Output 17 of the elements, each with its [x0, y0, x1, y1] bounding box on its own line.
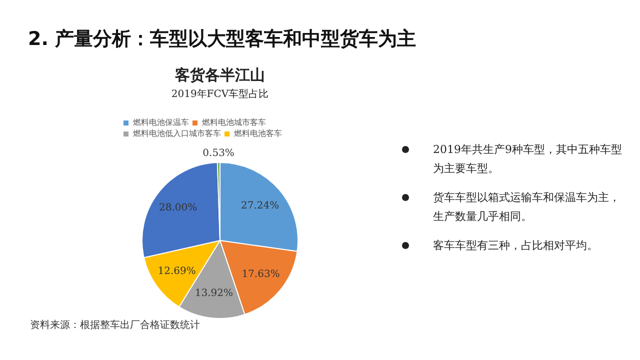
data-label: 13.92% [194, 288, 233, 299]
legend-label: 燃料电池保温车 [133, 118, 189, 128]
chart-title: 2. 产量分析：车型以大型客车和中型货车为主 [28, 27, 416, 52]
data-label: 28.00% [158, 202, 198, 214]
data-label: 27.24% [240, 200, 280, 212]
legend-label: 燃料电池客车 [234, 129, 282, 138]
text: 2019年共生产9种车型，其中五种车型为主要车型。 [432, 142, 623, 177]
chart-subtitle: 客货各半江山 [174, 66, 266, 85]
data-label: 12.69% [158, 266, 196, 277]
text: 客车车型有三种，占比相对平均。 [432, 238, 599, 254]
legend-label: 燃料电池低入口城市客车 [133, 129, 221, 138]
data-label: 0.53% [202, 148, 234, 160]
text: 2019年FCV车型占比 [170, 88, 270, 101]
text: 资料来源：根据整车出厂合格证数统计 [30, 318, 200, 332]
legend-label: 燃料电池城市客车 [202, 118, 266, 128]
text: 货车车型以箱式运输车和保温车为主，生产数量几乎相同。 [432, 190, 621, 225]
data-label: 17.63% [242, 269, 280, 280]
